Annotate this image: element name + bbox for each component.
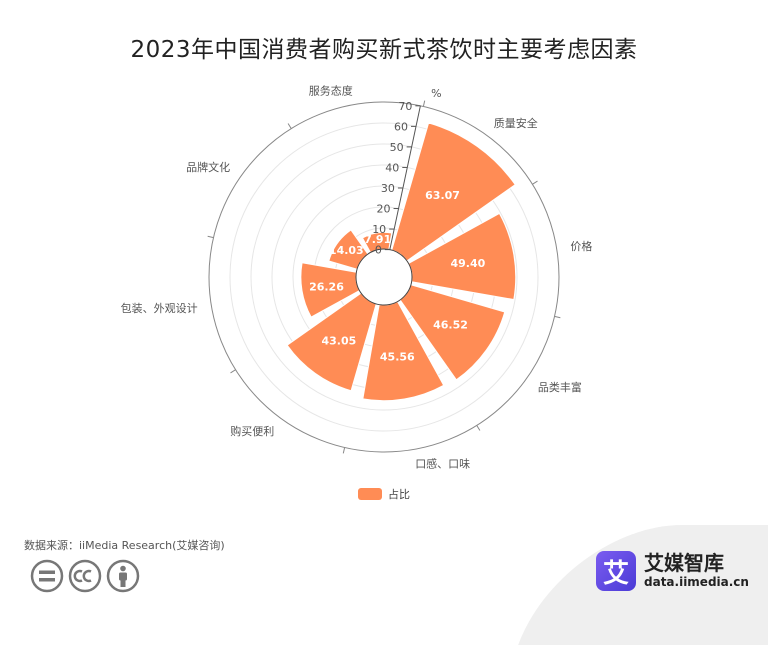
radial-tick-label: 50 (390, 141, 404, 154)
angular-tick (554, 315, 561, 319)
legend[interactable]: 占比 (358, 487, 410, 501)
category-label: 购买便利 (230, 424, 274, 438)
angular-tick (422, 100, 426, 107)
category-label: 品类丰富 (538, 380, 582, 394)
angular-tick (230, 369, 236, 374)
category-label: 品牌文化 (186, 160, 230, 174)
cc-icon (68, 559, 102, 593)
radial-tick-label: 0 (375, 244, 382, 257)
category-label: 服务态度 (309, 84, 353, 98)
bar-value-label: 45.56 (380, 351, 415, 364)
angular-tick (287, 123, 292, 129)
radial-tick-label: 10 (372, 223, 386, 236)
brand-url: data.iimedia.cn (644, 575, 749, 589)
angular-tick (532, 180, 538, 185)
source-note: 数据来源：iiMedia Research(艾媒咨询) (24, 539, 225, 552)
radial-tick-label: 40 (385, 161, 399, 174)
radial-tick-label: 60 (394, 120, 408, 133)
radial-tick-label: 70 (398, 100, 412, 113)
tick-layer: 0 10 20 30 40 50 60 70% (372, 87, 441, 257)
chart-title: 2023年中国消费者购买新式茶饮时主要考虑因素 (130, 37, 638, 63)
bar-value-label: 43.05 (321, 334, 356, 347)
polar-bar-chart: 63.07 质量安全 49.40 价格 46.52 品类丰富 45.56 口感、口味 43.05… (121, 84, 593, 501)
brand-name: 艾媒智库 (644, 551, 724, 575)
bar-value-label: 49.40 (450, 257, 485, 270)
category-label: 口感、口味 (415, 457, 470, 470)
unit-label: % (431, 87, 441, 100)
radial-axis (389, 105, 421, 250)
cc-license-icons (30, 559, 140, 597)
bar-value-label: 46.52 (433, 318, 468, 331)
radial-tick-label: 30 (381, 182, 395, 195)
bar-value-label: 7.91 (364, 233, 391, 246)
grid-ring (229, 122, 539, 432)
person-icon (106, 559, 140, 593)
label-layer: 63.07 质量安全 49.40 价格 46.52 品类丰富 45.56 口感、口味 43.05… (121, 84, 593, 471)
legend-swatch (358, 488, 382, 500)
brand-logo-block: 艾 艾媒智库 data.iimedia.cn (596, 551, 749, 591)
category-label: 包装、外观设计 (121, 302, 198, 315)
outer-ring (208, 101, 560, 453)
bar-value-label: 26.26 (309, 281, 344, 294)
category-label: 质量安全 (494, 116, 538, 130)
angular-tick (476, 425, 481, 431)
equals-icon (30, 559, 64, 593)
inner-hole (355, 248, 413, 306)
category-label: 价格 (570, 239, 592, 253)
bar-layer (286, 122, 517, 402)
angular-tick (207, 235, 214, 239)
radial-tick-label: 20 (377, 203, 391, 216)
legend-label[interactable]: 占比 (388, 487, 410, 501)
bar-value-label: 63.07 (425, 189, 460, 202)
angular-tick (342, 447, 346, 454)
grid-ring (250, 143, 518, 411)
bar-value-label: 14.03 (329, 244, 364, 257)
brand-logo-icon: 艾 (596, 551, 636, 591)
